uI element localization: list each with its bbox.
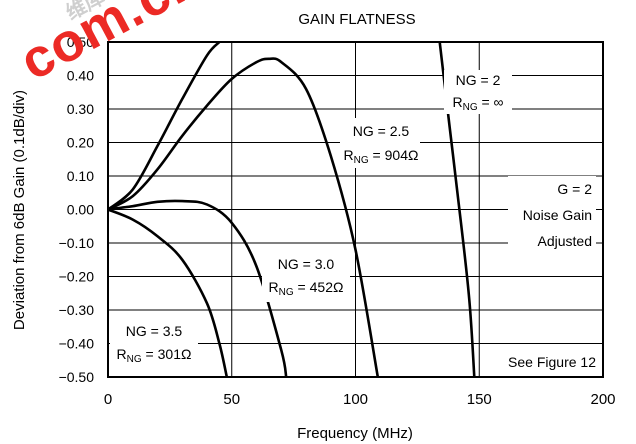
- x-tick-label: 150: [467, 391, 492, 408]
- annotation-ng35: NG = 3.5 RNG = 301Ω: [110, 318, 198, 370]
- series-line-0: [107, 41, 221, 211]
- x-tick-label: 100: [343, 391, 368, 408]
- annotation-ng2-resistor: RNG = ∞: [452, 94, 503, 113]
- series-line-2: [107, 57, 380, 378]
- annotation-ng35-label: NG = 3.5: [126, 323, 183, 339]
- chart-title: GAIN FLATNESS: [298, 11, 415, 28]
- y-tick-label: 0.30: [67, 101, 94, 117]
- y-tick-label: −0.30: [59, 302, 95, 318]
- gain-note: G = 2 Noise Gain Adjusted: [508, 176, 596, 252]
- annotation-ng30-resistor: RNG = 452Ω: [269, 279, 344, 298]
- corner-note: See Figure 12: [500, 350, 600, 374]
- gain-note-line1: G = 2: [557, 181, 592, 197]
- x-tick-label: 0: [104, 391, 112, 408]
- annotation-ng2: NG = 2 RNG = ∞: [444, 70, 512, 114]
- gain-note-line2: Noise Gain: [523, 207, 592, 223]
- annotation-ng30-label: NG = 3.0: [278, 256, 335, 272]
- x-tick-label: 50: [223, 391, 240, 408]
- annotation-ng25: NG = 2.5 RNG = 904Ω: [340, 118, 420, 168]
- annotation-ng30: NG = 3.0 RNG = 452Ω: [262, 250, 350, 302]
- annotation-ng25-resistor: RNG = 904Ω: [344, 147, 419, 166]
- y-tick-label: −0.20: [59, 269, 95, 285]
- y-tick-label: 0.00: [67, 202, 94, 218]
- annotation-ng35-resistor: RNG = 301Ω: [117, 346, 192, 365]
- y-tick-label: −0.10: [59, 235, 95, 251]
- y-tick-labels: 0.50 0.40 0.30 0.20 0.10 0.00 −0.10 −0.20 −0.30 −…: [59, 34, 95, 385]
- corner-note-text: See Figure 12: [508, 354, 596, 370]
- y-tick-label: 0.20: [67, 135, 94, 151]
- y-tick-label: 0.10: [67, 168, 94, 184]
- y-tick-label: 0.40: [67, 68, 94, 84]
- annotation-ng2-label: NG = 2: [456, 72, 501, 88]
- x-axis-label: Frequency (MHz): [297, 425, 413, 442]
- gain-note-line3: Adjusted: [538, 233, 592, 249]
- y-axis-label: Deviation from 6dB Gain (0.1dB/div): [11, 90, 28, 330]
- x-tick-label: 200: [590, 391, 615, 408]
- series-line-4: [107, 208, 229, 378]
- annotation-ng25-label: NG = 2.5: [353, 123, 410, 139]
- x-tick-labels: 0 50 100 150 200: [104, 391, 616, 408]
- y-tick-label: −0.50: [59, 369, 95, 385]
- y-tick-label: −0.40: [59, 336, 95, 352]
- series-line-3: [107, 199, 288, 378]
- y-tick-label: 0.50: [67, 34, 94, 50]
